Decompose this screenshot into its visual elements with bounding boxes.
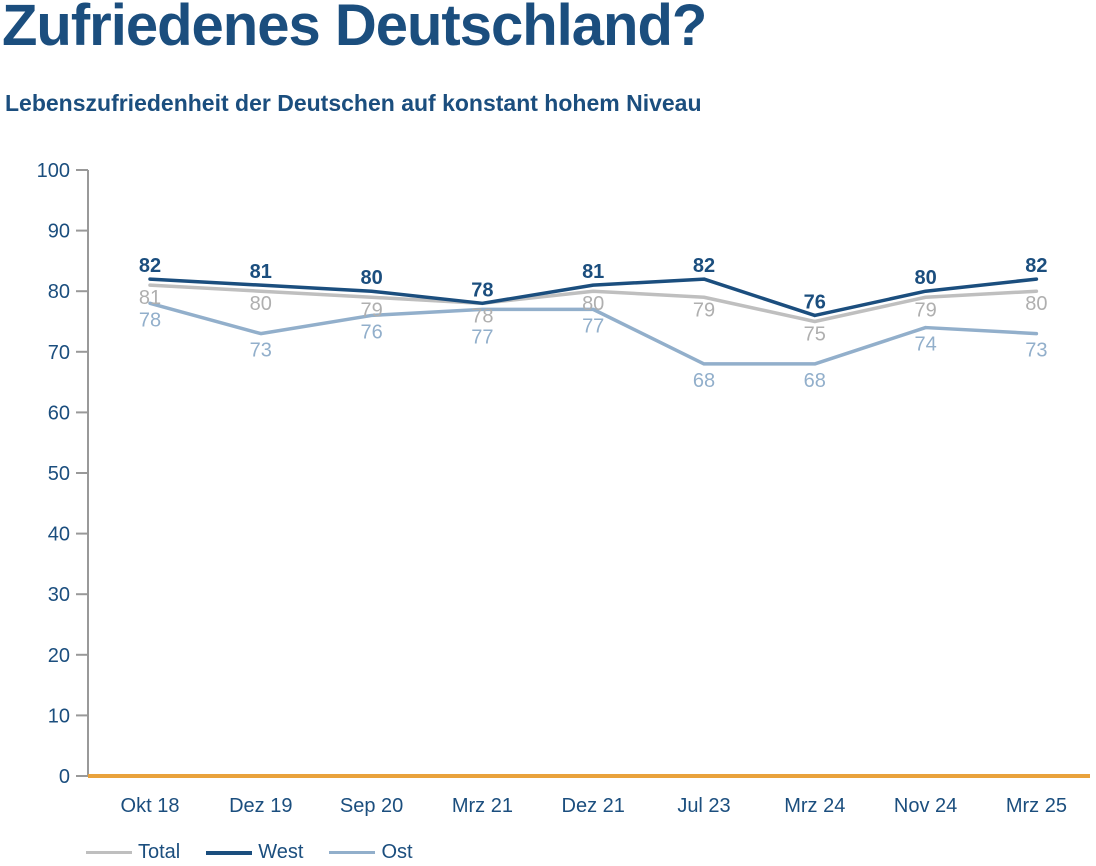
data-label-total: 80 — [582, 293, 604, 315]
data-label-ost: 74 — [914, 334, 936, 356]
data-label-total: 78 — [471, 305, 493, 327]
y-tick-label: 90 — [48, 221, 70, 243]
x-axis-label: Dez 19 — [229, 795, 292, 817]
legend-label-total: Total — [138, 841, 181, 863]
data-label-west: 81 — [250, 261, 272, 283]
x-axis-label: Sep 20 — [340, 795, 403, 817]
legend-line-ost — [329, 851, 376, 854]
legend-item-total: Total — [86, 841, 180, 864]
data-label-ost: 77 — [582, 315, 604, 337]
data-label-total: 79 — [360, 299, 382, 321]
y-tick-label: 10 — [48, 705, 70, 727]
data-label-ost: 68 — [693, 370, 715, 392]
data-label-total: 80 — [1025, 293, 1047, 315]
y-tick-label: 100 — [37, 160, 70, 182]
legend-item-ost: Ost — [329, 841, 413, 864]
series-line-total — [148, 283, 1039, 324]
x-axis-label: Mrz 24 — [784, 795, 845, 817]
x-axis-label: Jul 23 — [677, 795, 730, 817]
data-label-west: 80 — [360, 267, 382, 289]
data-label-ost: 76 — [360, 321, 382, 343]
data-label-west: 76 — [804, 291, 826, 313]
y-tick-label: 0 — [59, 766, 70, 788]
chart-legend: Total West Ost — [86, 841, 413, 864]
data-label-ost: 68 — [804, 370, 826, 392]
x-axis-label: Mrz 25 — [1006, 795, 1067, 817]
data-label-west: 80 — [914, 267, 936, 289]
data-label-ost: 77 — [471, 326, 493, 348]
data-label-west: 82 — [139, 255, 161, 277]
data-label-west: 82 — [693, 255, 715, 277]
x-axis-label: Nov 24 — [894, 795, 957, 817]
data-label-total: 81 — [139, 287, 161, 309]
legend-item-west: West — [206, 841, 303, 864]
data-label-west: 78 — [471, 279, 493, 301]
series-line-west — [148, 277, 1039, 318]
page-title: Zufriedenes Deutschland? — [2, 0, 707, 58]
y-tick-label: 50 — [48, 463, 70, 485]
y-tick-label: 60 — [48, 402, 70, 424]
data-label-ost: 73 — [1025, 340, 1047, 362]
x-axis-label: Okt 18 — [121, 795, 180, 817]
data-label-ost: 78 — [139, 309, 161, 331]
page-subtitle: Lebenszufriedenheit der Deutschen auf ko… — [5, 90, 702, 116]
y-tick-label: 70 — [48, 342, 70, 364]
legend-line-west — [206, 850, 253, 855]
legend-line-total — [86, 851, 132, 854]
series-line-ost — [148, 301, 1039, 366]
data-label-total: 79 — [914, 299, 936, 321]
data-label-west: 82 — [1025, 255, 1047, 277]
y-tick-label: 20 — [48, 645, 70, 667]
data-label-ost: 73 — [250, 340, 272, 362]
data-label-total: 80 — [250, 293, 272, 315]
y-tick-label: 80 — [48, 281, 70, 303]
y-tick-label: 30 — [48, 584, 70, 606]
x-axis-label: Mrz 21 — [452, 795, 513, 817]
data-label-west: 81 — [582, 261, 604, 283]
legend-label-west: West — [258, 841, 304, 863]
y-tick-label: 40 — [48, 524, 70, 546]
legend-label-ost: Ost — [381, 841, 413, 863]
data-label-total: 75 — [804, 324, 826, 346]
data-label-total: 79 — [693, 299, 715, 321]
x-axis-label: Dez 21 — [562, 795, 625, 817]
